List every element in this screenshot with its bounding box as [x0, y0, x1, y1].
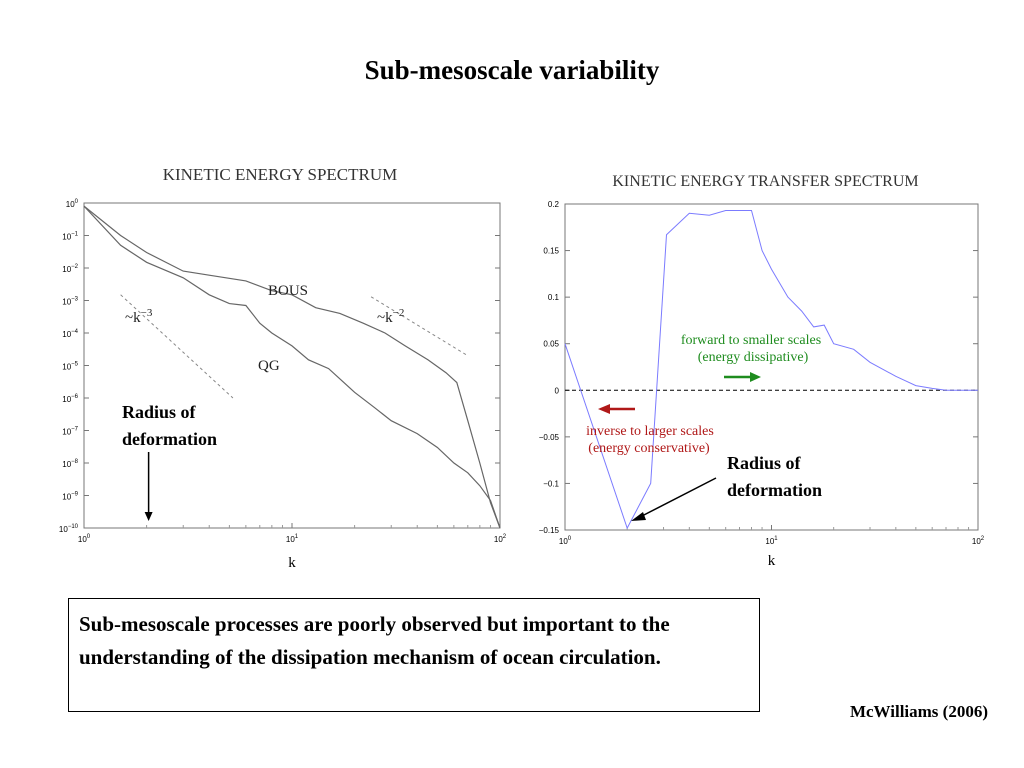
ke-x-axis-label: k [288, 555, 296, 571]
transfer-chart-title: KINETIC ENERGY TRANSFER SPECTRUM [612, 173, 918, 190]
transfer-x-axis-label: k [768, 553, 776, 569]
ke-x-tick-label: 102 [494, 534, 507, 544]
ke-y-tick-label: 10−9 [62, 492, 78, 502]
transfer-y-tick-label: −0.15 [539, 526, 560, 535]
citation: McWilliams (2006) [849, 702, 988, 721]
transfer-radius-annotation: Radius of deformation [727, 450, 822, 504]
ke-series-qg [83, 205, 501, 529]
ke-y-tick-label: 10−1 [62, 232, 78, 242]
ke-radius-line2: deformation [122, 429, 217, 449]
ke-slope-guide [370, 296, 469, 357]
ke-y-tick-label: 100 [66, 199, 79, 209]
transfer-y-tick-label: 0.15 [543, 247, 559, 256]
caption-box: Sub-mesoscale processes are poorly obser… [68, 598, 760, 712]
inverse-label-line1: inverse to larger scales [586, 424, 714, 439]
ke-series-label-qg: QG [258, 358, 280, 374]
ke-x-tick-label: 100 [78, 534, 91, 544]
ke-y-tick-label: 10−2 [62, 264, 78, 274]
forward-arrow-head [750, 372, 761, 382]
ke-x-tick-label: 101 [286, 534, 299, 544]
ke-slope-label: ~k−2 [377, 307, 404, 326]
ke-radius-arrow-head [144, 512, 153, 521]
forward-label-line1: forward to smaller scales [681, 333, 821, 348]
transfer-y-tick-label: 0.2 [548, 200, 560, 209]
transfer-y-tick-label: −0.05 [539, 433, 560, 442]
ke-y-tick-label: 10−8 [62, 459, 78, 469]
transfer-radius-arrow-shaft [639, 477, 717, 518]
transfer-radius-line2: deformation [727, 480, 822, 500]
transfer-x-tick-label: 102 [972, 536, 985, 546]
transfer-x-tick-label: 100 [559, 536, 572, 546]
ke-y-tick-label: 10−3 [62, 297, 78, 307]
transfer-y-tick-label: 0 [555, 386, 560, 395]
ke-radius-annotation: Radius of deformation [122, 399, 217, 453]
transfer-y-tick-label: −0.1 [543, 479, 559, 488]
ke-slope-guide [120, 294, 234, 399]
transfer-y-tick-label: 0.1 [548, 293, 560, 302]
ke-y-tick-label: 10−6 [62, 394, 78, 404]
ke-y-tick-label: 10−5 [62, 362, 78, 372]
ke-series-bous [83, 205, 501, 529]
ke-y-tick-label: 10−4 [62, 329, 78, 339]
ke-series-label-bous: BOUS [268, 283, 308, 299]
ke-y-tick-label: 10−10 [59, 524, 79, 534]
transfer-radius-line1: Radius of [727, 453, 801, 473]
ke-radius-line1: Radius of [122, 402, 196, 422]
ke-chart-title: KINETIC ENERGY SPECTRUM [163, 165, 398, 184]
ke-slope-label: ~k−3 [125, 307, 153, 326]
transfer-radius-arrow-head [631, 512, 646, 521]
transfer-series-line [564, 210, 978, 530]
ke-y-tick-label: 10−7 [62, 427, 78, 437]
inverse-arrow-head [598, 404, 610, 414]
transfer-x-tick-label: 101 [765, 536, 778, 546]
inverse-label-line2: (energy conservative) [588, 441, 710, 456]
transfer-y-tick-label: 0.05 [543, 340, 559, 349]
slide-title: Sub-mesoscale variability [364, 55, 660, 85]
forward-label-line2: (energy dissipative) [698, 350, 809, 365]
